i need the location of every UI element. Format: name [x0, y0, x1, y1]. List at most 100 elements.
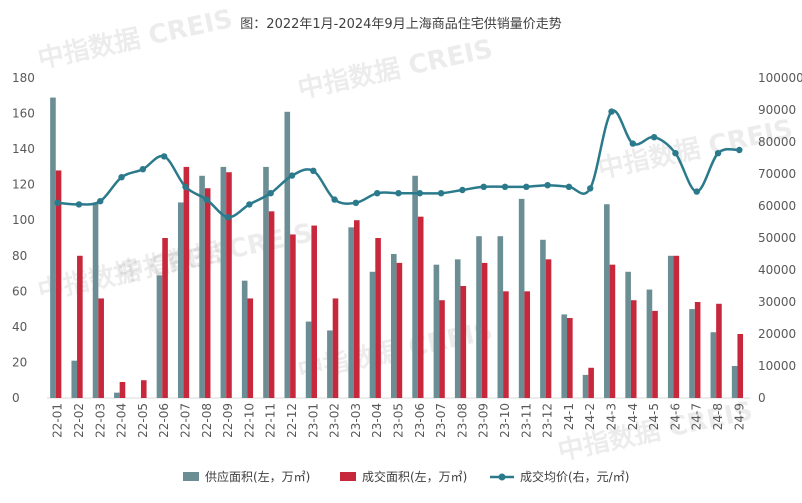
- supply-bar: [220, 166, 227, 398]
- supply-bar: [369, 271, 376, 398]
- deal-bar: [588, 367, 594, 398]
- supply-bar: [199, 175, 205, 398]
- deal-bar: [716, 303, 722, 398]
- price-point: [54, 199, 61, 206]
- supply-bar: [50, 97, 56, 399]
- deal-bar: [694, 302, 701, 398]
- supply-bar: [114, 392, 120, 398]
- x-tick-label: 22-09: [221, 403, 235, 438]
- x-tick-label: 22-07: [178, 403, 192, 438]
- deal-bar: [481, 262, 488, 398]
- y-right-tick-label: 10000: [758, 359, 796, 373]
- y-left-tick-label: 60: [12, 284, 27, 298]
- deal-bar: [311, 225, 317, 398]
- price-point: [160, 153, 168, 160]
- price-point: [395, 190, 402, 197]
- deal-bar: [673, 255, 680, 398]
- x-tick-label: 22-05: [136, 403, 150, 438]
- price-point: [310, 167, 317, 174]
- price-point: [139, 166, 147, 173]
- price-point: [331, 196, 338, 203]
- legend: 供应面积(左，万㎡) 成交面积(左，万㎡) 成交均价(右，元/㎡): [183, 469, 629, 484]
- x-tick-label: 22-04: [115, 403, 129, 438]
- x-tick-label: 22-06: [157, 403, 171, 438]
- price-point: [587, 185, 594, 192]
- deal-bar: [162, 238, 168, 398]
- y-right-tick-label: 60000: [758, 199, 796, 213]
- legend-line-marker: [498, 473, 506, 481]
- x-tick-label: 23-01: [306, 403, 320, 438]
- price-point: [373, 190, 381, 197]
- x-tick-label: 24-7: [690, 403, 704, 430]
- price-point: [523, 183, 530, 190]
- y-right-tick-label: 20000: [758, 327, 796, 341]
- price-point: [693, 188, 700, 195]
- supply-bar: [433, 264, 440, 398]
- deal-bar: [396, 262, 403, 398]
- deal-bar: [353, 220, 360, 398]
- supply-bar: [284, 111, 291, 399]
- x-axis: 22-01 22-02 22-03 22-04 22-05 22-06 22-07 22-08…: [51, 403, 747, 438]
- deal-bar: [55, 170, 62, 398]
- supply-bar: [327, 330, 333, 398]
- chart-title: 图：2022年1月-2024年9月上海商品住宅供销量价走势: [240, 16, 561, 32]
- x-tick-label: 23-03: [349, 403, 363, 438]
- supply-bar: [582, 374, 589, 398]
- supply-bar: [497, 236, 504, 398]
- x-tick-label: 24-6: [668, 403, 682, 430]
- x-tick-label: 23-10: [498, 403, 512, 438]
- price-point: [118, 174, 125, 181]
- deal-bar: [609, 264, 616, 398]
- y-left-tick-label: 120: [12, 178, 35, 192]
- deal-bar: [417, 216, 424, 398]
- y-right-tick-label: 30000: [758, 295, 796, 309]
- x-tick-label: 22-11: [264, 403, 278, 438]
- left-axis: 0 20 40 60 80 100 120 140 160 180: [12, 71, 35, 405]
- supply-bar: [710, 332, 717, 398]
- deal-bar: [268, 211, 275, 398]
- supply-bar: [518, 198, 525, 398]
- bars-layer: [50, 97, 744, 399]
- price-point: [288, 172, 296, 179]
- y-left-tick-label: 140: [12, 142, 35, 156]
- supply-bar: [305, 321, 312, 398]
- deal-bar: [140, 380, 147, 398]
- x-tick-label: 24-1: [562, 403, 576, 430]
- y-right-tick-label: 40000: [758, 263, 796, 277]
- price-point: [544, 182, 551, 189]
- x-tick-label: 24-5: [647, 403, 661, 430]
- x-tick-label: 22-08: [200, 403, 214, 438]
- x-tick-label: 24-8: [711, 403, 725, 430]
- price-point: [501, 183, 509, 190]
- right-axis: 0 10000 20000 30000 40000 50000 60000 70000 8000…: [758, 71, 802, 405]
- y-left-tick-label: 20: [12, 355, 27, 369]
- deal-bar: [524, 291, 531, 398]
- deal-bar: [204, 188, 211, 398]
- x-tick-label: 22-10: [242, 403, 256, 438]
- x-tick-label: 23-02: [328, 403, 342, 438]
- price-point: [650, 134, 658, 141]
- deal-bar: [737, 334, 744, 398]
- legend-label: 供应面积(左，万㎡): [205, 469, 310, 484]
- deal-bar: [290, 234, 296, 398]
- x-tick-label: 23-07: [434, 403, 448, 438]
- price-point: [224, 214, 232, 221]
- price-point: [714, 150, 722, 157]
- price-point: [672, 150, 679, 157]
- supply-bar: [348, 227, 354, 398]
- x-tick-label: 23-06: [413, 403, 427, 438]
- supply-bar: [476, 236, 482, 398]
- y-right-tick-label: 0: [758, 391, 766, 405]
- supply-bar: [731, 366, 738, 398]
- supply-bar: [561, 314, 568, 398]
- x-tick-label: 24-3: [605, 403, 619, 430]
- price-point: [246, 201, 253, 208]
- deal-bar: [183, 166, 190, 398]
- deal-bar: [77, 255, 83, 398]
- y-left-tick-label: 100: [12, 213, 35, 227]
- price-point: [267, 190, 274, 197]
- supply-bar: [92, 202, 99, 398]
- supply-bar: [177, 202, 184, 398]
- price-point: [736, 146, 743, 154]
